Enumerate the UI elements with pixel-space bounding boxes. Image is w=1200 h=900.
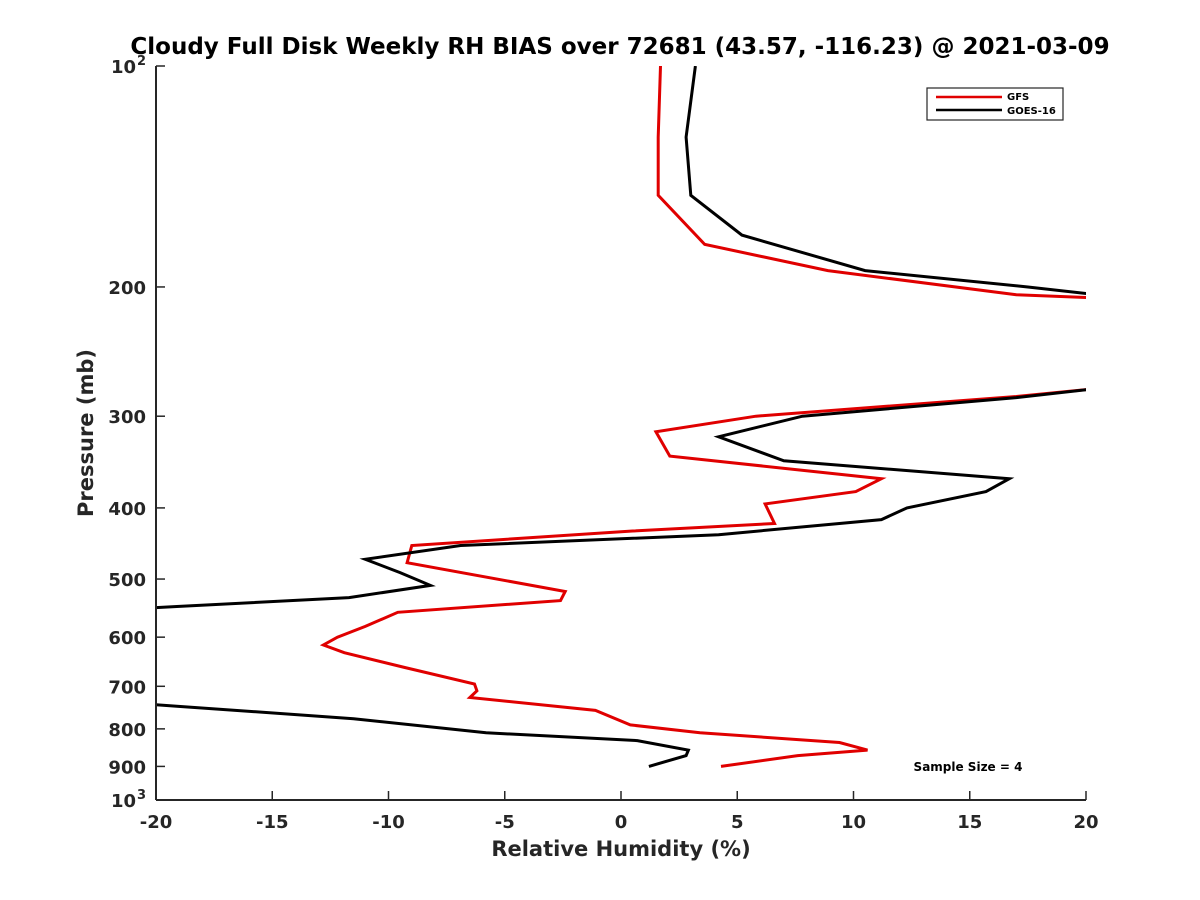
x-tick-label: 5 — [731, 812, 744, 833]
y-tick-label: 10 — [111, 791, 136, 812]
legend-label-goes16: GOES-16 — [1007, 106, 1056, 117]
legend-box — [926, 87, 1064, 121]
plot-frame — [156, 66, 1086, 800]
y-tick-exponent: 3 — [137, 788, 146, 803]
y-tick-exponent: 2 — [137, 54, 146, 69]
x-tick-label: -10 — [372, 812, 405, 833]
chart-title: Cloudy Full Disk Weekly RH BIAS over 726… — [130, 34, 1109, 60]
x-tick-label: 10 — [841, 812, 866, 833]
y-tick-label: 600 — [108, 628, 146, 649]
legend-label-gfs: GFS — [1007, 92, 1029, 103]
y-tick-label: 700 — [108, 677, 146, 698]
legend: GFS GOES-16 — [926, 87, 1064, 121]
x-tick-label: -20 — [140, 812, 173, 833]
sample-size-annotation: Sample Size = 4 — [914, 760, 1023, 774]
y-tick-label: 500 — [108, 570, 146, 591]
series-line-gfs — [319, 66, 1086, 768]
x-tick-label: -5 — [495, 812, 515, 833]
y-tick-label: 300 — [108, 407, 146, 428]
y-tick-label: 900 — [108, 757, 146, 778]
x-tick-label: -15 — [256, 812, 289, 833]
x-axis-label: Relative Humidity (%) — [491, 837, 750, 861]
y-tick-label: 200 — [108, 278, 146, 299]
x-tick-label: 0 — [615, 812, 628, 833]
series-line-goes16 — [156, 66, 1086, 768]
y-tick-label: 400 — [108, 499, 146, 520]
x-ticks: -20 -15 -10 -5 0 5 10 15 20 — [140, 791, 1099, 833]
series-layer — [156, 66, 1086, 768]
y-axis-label: Pressure (mb) — [74, 349, 98, 517]
x-tick-label: 20 — [1073, 812, 1098, 833]
x-tick-label: 15 — [957, 812, 982, 833]
y-tick-label: 800 — [108, 720, 146, 741]
y-tick-label: 10 — [111, 57, 136, 78]
